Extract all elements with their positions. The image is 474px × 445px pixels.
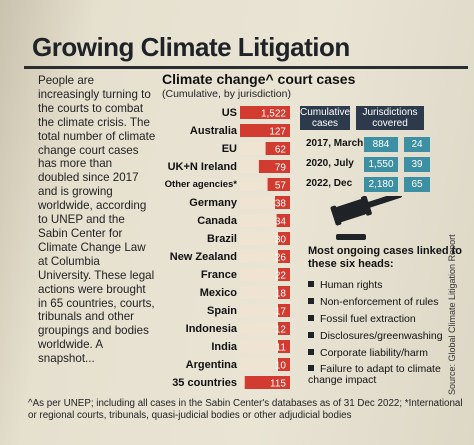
bar-us xyxy=(240,106,290,119)
intro-text: People are increasingly turning to the c… xyxy=(38,74,156,366)
stats-row-label: 2017, March xyxy=(306,138,364,149)
bar-value-label: 115 xyxy=(270,379,286,390)
chart-title: Climate change^ court cases xyxy=(162,71,356,87)
head-item-label: Failure to adapt to climate change impac… xyxy=(308,363,441,386)
bar-value-label: 38 xyxy=(275,199,287,210)
bar-india xyxy=(278,340,290,353)
bar-value-label: 10 xyxy=(275,361,287,372)
bar-france xyxy=(278,268,290,281)
bar-brazil xyxy=(278,232,290,245)
bar-mexico xyxy=(278,286,290,299)
gavel-icon xyxy=(330,196,403,240)
bar-track xyxy=(240,268,290,281)
bar-track xyxy=(240,304,290,317)
head-item: Non-enforcement of rules xyxy=(308,296,438,308)
stats-jurisdictions-value: 39 xyxy=(404,157,430,172)
bar-track xyxy=(240,340,290,353)
category-label: Indonesia xyxy=(185,323,237,335)
footnote: ^As per UNEP; including all cases in the… xyxy=(28,398,463,421)
bar-canada xyxy=(276,214,290,227)
stats-header-cases: Cumulative cases xyxy=(300,106,351,130)
category-label: EU xyxy=(221,143,237,155)
head-item: Failure to adapt to climate change impac… xyxy=(308,364,458,386)
head-item: Human rights xyxy=(308,279,382,291)
chart-subtitle: (Cumulative, by jurisdiction) xyxy=(162,88,291,100)
head-item-label: Corporate liability/harm xyxy=(320,347,428,359)
bar-indonesia xyxy=(278,322,290,335)
bar-value-label: 18 xyxy=(275,289,287,300)
category-label: India xyxy=(211,341,237,353)
category-label: Spain xyxy=(207,305,237,317)
head-item-label: Non-enforcement of rules xyxy=(320,296,439,308)
head-item: Corporate liability/harm xyxy=(308,347,428,359)
bar-other-agencies- xyxy=(267,178,290,191)
head-item-label: Human rights xyxy=(320,279,383,291)
bar-eu xyxy=(265,142,290,155)
category-label: Other agencies* xyxy=(164,179,237,190)
bar-value-label: 17 xyxy=(275,307,287,318)
bar-value-label: 127 xyxy=(269,127,286,138)
category-label: UK+N Ireland xyxy=(167,161,237,173)
stats-row-label: 2020, July xyxy=(306,158,354,169)
head-item: Disclosures/greenwashing xyxy=(308,330,443,342)
category-label: New Zealand xyxy=(169,251,237,263)
stats-jurisdictions-value: 24 xyxy=(404,137,430,152)
head-item-label: Fossil fuel extraction xyxy=(320,313,416,325)
bar-track xyxy=(240,286,290,299)
stats-cases-value: 1,550 xyxy=(364,157,398,172)
bar-track xyxy=(240,232,290,245)
heads-title: Most ongoing cases linked to these six h… xyxy=(308,245,463,270)
stats-row-label: 2022, Dec xyxy=(306,178,353,189)
category-label: Mexico xyxy=(199,287,237,299)
bar-value-label: 22 xyxy=(275,271,287,282)
bar-value-label: 26 xyxy=(275,253,287,264)
category-label: Australia xyxy=(189,125,237,137)
bar-chart: 1,522 127 62 79 57 38 34 30 26 22 18 17 12 11 10 115 xyxy=(240,106,290,390)
page-title: Growing Climate Litigation xyxy=(32,32,350,62)
bar-new-zealand xyxy=(278,250,290,263)
bar-uk-n-ireland xyxy=(258,160,290,173)
bar-track xyxy=(240,250,290,263)
bullet-icon xyxy=(308,281,314,287)
stats-jurisdictions-value: 65 xyxy=(404,177,430,192)
category-label: France xyxy=(200,269,237,281)
category-label: 35 countries xyxy=(172,377,237,389)
bar-value-label: 79 xyxy=(275,163,287,174)
source-credit: Source: Global Climate Litigation Report xyxy=(447,234,457,395)
title-divider xyxy=(24,66,468,69)
stats-cases-value: 884 xyxy=(364,137,398,152)
bar-track xyxy=(240,322,290,335)
bar-value-label: 12 xyxy=(275,325,287,336)
bar-track xyxy=(240,358,290,371)
category-label: Canada xyxy=(197,215,237,227)
bar-argentina xyxy=(278,358,290,371)
category-label: US xyxy=(221,107,237,119)
bar-value-label: 1,522 xyxy=(261,109,286,120)
bullet-icon xyxy=(308,365,314,371)
bar-value-label: 34 xyxy=(275,217,287,228)
bar-germany xyxy=(275,196,290,209)
bullet-icon xyxy=(308,298,314,304)
bar-value-label: 30 xyxy=(275,235,287,246)
category-label: Argentina xyxy=(185,359,237,371)
head-item-label: Disclosures/greenwashing xyxy=(320,330,443,342)
stats-cases-value: 2,180 xyxy=(364,177,398,192)
category-label: Brazil xyxy=(207,233,237,245)
bar-value-label: 57 xyxy=(275,181,287,192)
bullet-icon xyxy=(308,315,314,321)
bar-35-countries xyxy=(244,376,290,389)
bar-spain xyxy=(278,304,290,317)
bullet-icon xyxy=(308,349,314,355)
stats-header-jurisdictions: Jurisdictions covered xyxy=(356,106,424,130)
category-label: Germany xyxy=(189,197,237,209)
bullet-icon xyxy=(308,332,314,338)
bar-australia xyxy=(240,124,290,137)
bar-value-label: 11 xyxy=(276,343,287,354)
head-item: Fossil fuel extraction xyxy=(308,313,416,325)
bar-value-label: 62 xyxy=(275,145,287,156)
